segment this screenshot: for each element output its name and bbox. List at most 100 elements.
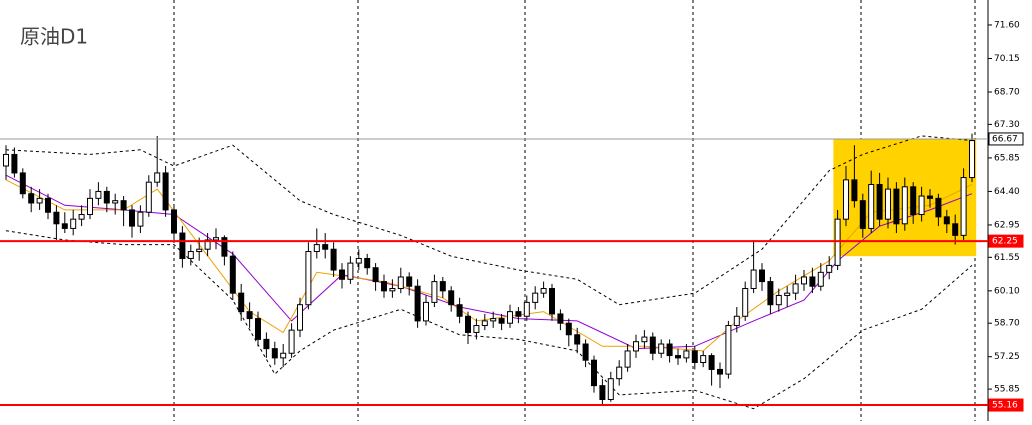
candle-body [960, 177, 967, 236]
candle-body [910, 186, 917, 216]
candle-body [439, 281, 446, 292]
price-level-tag [988, 132, 1024, 146]
candle-body [918, 195, 925, 216]
y-tick-label: 67.30 [994, 120, 1020, 130]
candle-body [154, 172, 161, 183]
candle-body [784, 292, 791, 296]
candle-body [221, 237, 228, 257]
y-tick-label: 60.10 [994, 286, 1020, 296]
candle-body [927, 195, 933, 199]
candle-body [3, 153, 9, 167]
candle-body [246, 311, 253, 320]
candle-body [255, 318, 261, 340]
candle-body [204, 239, 211, 250]
candle-body [481, 320, 488, 327]
candle-body [19, 172, 26, 195]
candle-body [288, 329, 295, 354]
candle-body [708, 355, 715, 370]
candle-body [238, 292, 245, 313]
candle-body [742, 288, 749, 317]
candle-body [406, 276, 413, 287]
price-level-tag [988, 234, 1024, 248]
candle-body [649, 336, 656, 354]
candle-body [641, 336, 648, 343]
candle-body [717, 368, 723, 375]
price-level-label: 62.25 [992, 237, 1018, 247]
candle-body [624, 350, 631, 368]
candle-body [414, 285, 421, 322]
candle-body [868, 183, 875, 229]
candle-body [633, 341, 639, 352]
candle-body [943, 216, 950, 225]
candle-body [330, 248, 337, 271]
indicator-line [5, 230, 973, 410]
y-tick-label: 62.95 [994, 220, 1020, 230]
candle-body [750, 269, 757, 290]
candle-body [162, 172, 169, 211]
chart-title: 原油D1 [20, 25, 88, 49]
candle-body [767, 281, 774, 306]
price-level-tag [988, 398, 1024, 412]
candle-body [229, 255, 236, 294]
indicator-line [5, 135, 973, 306]
candle-body [817, 271, 824, 287]
candle-body [70, 218, 77, 229]
candle-body [507, 311, 513, 324]
candle-body [683, 350, 690, 359]
candle-body [271, 348, 278, 359]
candle-body [565, 322, 572, 336]
candle-body [465, 315, 471, 333]
candle-body [607, 378, 614, 400]
candle-body [36, 197, 43, 204]
candle-body [876, 183, 883, 220]
candle-body [549, 288, 555, 315]
candle-body [969, 140, 975, 179]
y-tick-label: 58.70 [994, 319, 1020, 329]
y-tick-label: 70.15 [994, 54, 1020, 64]
candle-body [145, 181, 152, 213]
candle-body [423, 301, 429, 322]
candle-body [859, 200, 866, 229]
candle-body [792, 283, 799, 294]
candle-body [801, 276, 807, 285]
candle-body [213, 237, 219, 241]
candle-body [733, 315, 740, 327]
candle-body [540, 288, 547, 294]
candle-body [95, 190, 102, 199]
candle-body [103, 190, 110, 204]
candle-body [498, 318, 505, 324]
candle-body [473, 325, 480, 333]
candle-body [574, 334, 581, 345]
candle-body [355, 257, 362, 264]
candle-body [280, 352, 287, 359]
price-level-label: 66.67 [992, 134, 1018, 144]
y-tick-label: 55.85 [994, 385, 1020, 395]
candle-body [885, 188, 891, 220]
y-tick-label: 61.55 [994, 253, 1020, 263]
price-level-label: 55.16 [992, 401, 1018, 411]
candle-body [137, 211, 144, 227]
candle-body [339, 269, 345, 280]
candle-body [45, 197, 51, 213]
candle-body [313, 244, 320, 253]
y-tick-label: 68.70 [994, 88, 1020, 98]
candle-body [347, 262, 354, 280]
candle-body [658, 343, 665, 354]
candle-body [490, 318, 497, 322]
candle-body [389, 288, 396, 292]
y-tick-label: 65.85 [994, 153, 1020, 163]
candle-body [675, 355, 681, 359]
candle-body [557, 313, 564, 324]
candle-body [523, 301, 530, 317]
candle-body [372, 267, 379, 283]
candle-body [935, 197, 942, 218]
candle-body [700, 355, 707, 364]
candle-body [431, 281, 438, 303]
candle-body [826, 264, 833, 273]
candle-body [61, 223, 68, 229]
candle-body [263, 338, 270, 350]
candle-body [171, 209, 177, 234]
candle-body [196, 248, 203, 253]
candle-body [616, 366, 623, 380]
